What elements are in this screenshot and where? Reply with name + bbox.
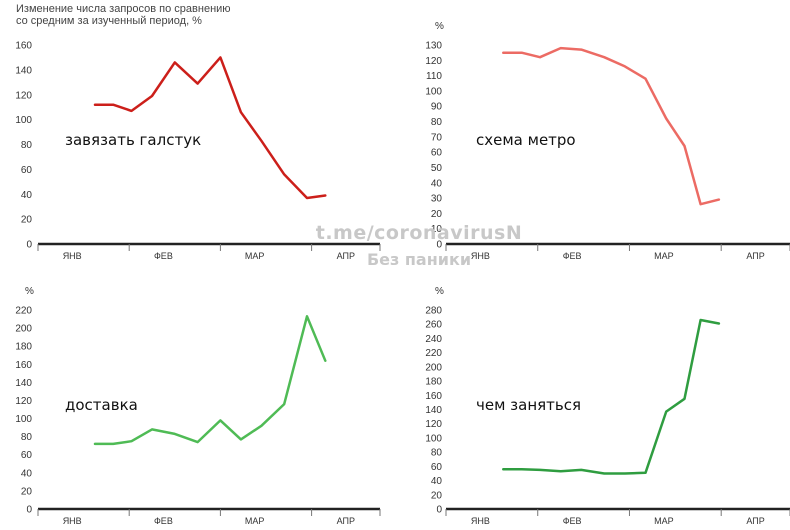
y-tick-label: 80: [431, 117, 443, 128]
y-tick-label: 140: [15, 65, 32, 76]
y-tick-label: 120: [425, 56, 442, 67]
chart-panel-1: 0 20 40 60 80 100 120 140 160 ЯНВ ФЕВ МАР АПР завязат…: [15, 41, 381, 261]
y-tick-label: 240: [425, 334, 442, 345]
y-tick-label: 140: [15, 378, 32, 389]
y-tick-label: 120: [425, 419, 442, 430]
y-tick-label: 60: [21, 450, 33, 461]
x-tick-label: ЯНВ: [63, 251, 82, 261]
y-tick-label: 200: [15, 324, 32, 335]
y-tick-label: 100: [15, 414, 32, 425]
y-tick-label: 120: [15, 90, 32, 101]
y-tick-label: 100: [425, 433, 442, 444]
y-tick-label: 160: [15, 360, 32, 371]
y-tick-label: 260: [425, 320, 442, 331]
y-tick-label: 70: [431, 132, 443, 143]
y-tick-label: 40: [431, 178, 443, 189]
y-tick-label: 0: [26, 505, 32, 516]
y-tick-label: 220: [15, 306, 32, 317]
x-tick-label: АПР: [746, 516, 764, 526]
panel-title: доставка: [65, 396, 138, 414]
x-tick-label: ФЕВ: [154, 251, 173, 261]
series-line: [502, 46, 721, 206]
y-tick-label: 80: [21, 432, 33, 443]
x-tick-label: МАР: [654, 251, 674, 261]
y-unit-label: %: [435, 286, 444, 297]
y-tick-label: 80: [21, 140, 33, 151]
y-tick-label: 130: [425, 41, 442, 52]
y-tick-label: 90: [431, 102, 443, 113]
chart-panel-4: 0 20 40 60 80 100 120 140 160 180 200 220 240 260 280%…: [425, 286, 790, 526]
y-tick-label: 60: [21, 165, 33, 176]
x-tick-label: ЯНВ: [471, 251, 490, 261]
y-tick-label: 40: [431, 476, 443, 487]
y-unit-label: %: [435, 21, 444, 32]
panel-title: схема метро: [476, 131, 576, 149]
y-tick-label: 0: [26, 240, 32, 251]
y-tick-label: 110: [426, 71, 442, 82]
chart-header: Изменение числа запросов по сравнению со…: [16, 3, 231, 27]
series-line: [93, 315, 327, 446]
y-tick-label: 30: [431, 194, 443, 205]
y-tick-label: 20: [21, 486, 33, 497]
y-tick-label: 100: [425, 86, 442, 97]
y-tick-label: 80: [431, 448, 443, 459]
y-tick-label: 40: [21, 468, 33, 479]
y-tick-label: 180: [425, 377, 442, 388]
y-tick-label: 220: [425, 348, 442, 359]
y-tick-label: 100: [15, 115, 32, 126]
x-tick-label: МАР: [245, 516, 265, 526]
y-tick-label: 40: [21, 190, 33, 201]
y-tick-label: 200: [425, 362, 442, 373]
y-tick-label: 280: [425, 306, 442, 317]
y-tick-label: 160: [15, 41, 32, 52]
y-tick-label: 50: [431, 163, 443, 174]
x-tick-label: АПР: [337, 516, 355, 526]
y-tick-label: 140: [425, 405, 442, 416]
y-tick-label: 180: [15, 342, 32, 353]
header-line-1: Изменение числа запросов по сравнению: [16, 3, 231, 15]
y-tick-label: 120: [15, 396, 32, 407]
series-line: [502, 318, 721, 475]
chart-panel-2: 0 10 20 30 40 50 60 70 80 90 100 110 120 130% ЯНВ ФЕВ МА…: [425, 21, 790, 261]
y-tick-label: 20: [431, 209, 443, 220]
y-unit-label: %: [25, 286, 34, 297]
x-tick-label: МАР: [654, 516, 674, 526]
panel-title: чем заняться: [476, 396, 581, 414]
x-tick-label: АПР: [337, 251, 355, 261]
y-tick-label: 0: [436, 240, 442, 251]
y-tick-label: 20: [431, 490, 443, 501]
y-tick-label: 160: [425, 391, 442, 402]
chart-panel-3: 0 20 40 60 80 100 120 140 160 180 200 220% ЯНВ ФЕВ МАР…: [15, 286, 381, 526]
x-tick-label: ЯНВ: [471, 516, 490, 526]
panel-title: завязать галстук: [65, 131, 201, 149]
y-tick-label: 10: [431, 224, 443, 235]
series-line: [93, 56, 327, 200]
y-tick-label: 0: [436, 505, 442, 516]
header-line-2: со средним за изученный период, %: [16, 15, 202, 27]
y-tick-label: 60: [431, 462, 443, 473]
x-tick-label: ФЕВ: [563, 516, 582, 526]
x-tick-label: ФЕВ: [563, 251, 582, 261]
y-tick-label: 20: [21, 215, 33, 226]
x-tick-label: ФЕВ: [154, 516, 173, 526]
x-tick-label: МАР: [245, 251, 265, 261]
x-tick-label: АПР: [746, 251, 764, 261]
y-tick-label: 60: [431, 148, 443, 159]
x-tick-label: ЯНВ: [63, 516, 82, 526]
